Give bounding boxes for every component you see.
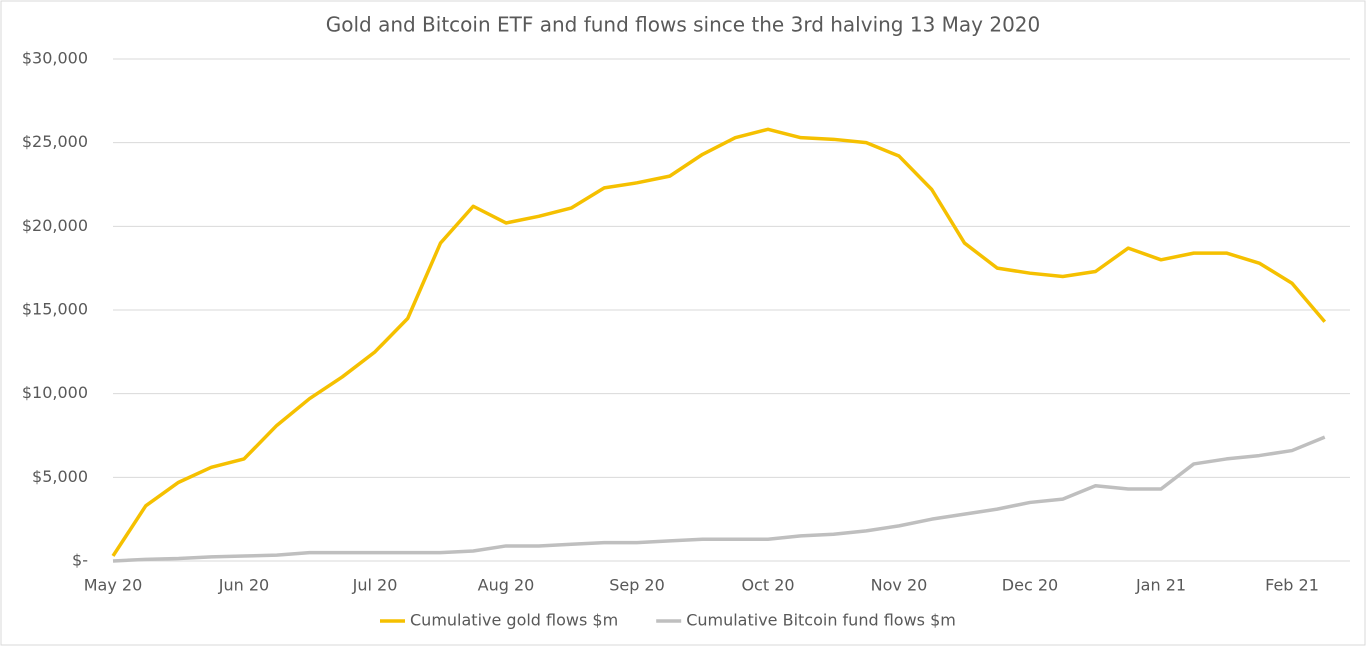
y-tick-label: $30,000: [22, 49, 88, 68]
x-tick-label: Jan 21: [1135, 576, 1186, 595]
data-line: [111, 127, 1327, 557]
y-tick-label: $20,000: [22, 216, 88, 235]
x-tick-label: Sep 20: [609, 576, 665, 595]
x-tick-label: Jul 20: [352, 576, 398, 595]
y-tick-label: $-: [72, 551, 88, 570]
y-tick-label: $25,000: [22, 132, 88, 151]
x-tick-label: Aug 20: [478, 576, 535, 595]
x-tick-label: Feb 21: [1265, 576, 1319, 595]
data-line: [112, 435, 1326, 563]
y-tick-label: $10,000: [22, 383, 88, 402]
x-tick-label: Jun 20: [218, 576, 269, 595]
y-tick-label: $15,000: [22, 300, 88, 319]
x-tick-label: May 20: [84, 576, 143, 595]
x-tick-label: Oct 20: [741, 576, 794, 595]
legend-label: Cumulative gold flows $m: [410, 611, 618, 630]
legend-label: Cumulative Bitcoin fund flows $m: [686, 611, 956, 630]
x-tick-label: Nov 20: [871, 576, 928, 595]
y-tick-label: $5,000: [32, 467, 88, 486]
x-tick-label: Dec 20: [1002, 576, 1058, 595]
chart-title: Gold and Bitcoin ETF and fund flows sinc…: [326, 13, 1041, 37]
